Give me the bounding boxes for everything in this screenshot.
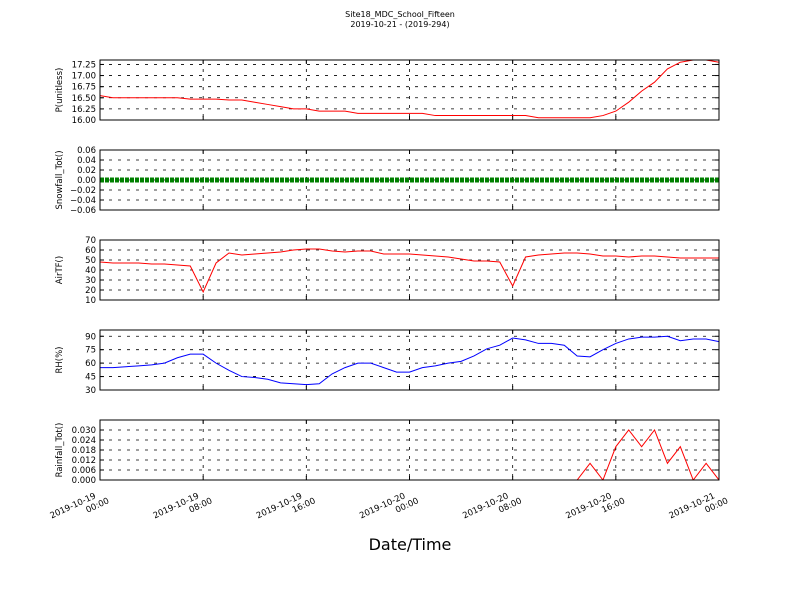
y-tick-label: 0.000 [72, 476, 96, 486]
data-line [100, 335, 719, 386]
y-tick-label: 0.06 [77, 146, 96, 156]
y-tick-label: 60 [85, 246, 96, 256]
plot-frame [99, 239, 720, 301]
y-tick-label: 30 [85, 276, 96, 286]
y-tick-label: −0.04 [70, 196, 96, 206]
x-tick-label: 2019-10-1900:00 [49, 487, 111, 530]
x-tick-label: 2019-10-1908:00 [152, 487, 214, 530]
plot-frame [99, 419, 720, 481]
x-tick-label: 2019-10-1916:00 [255, 487, 317, 530]
y-tick-label: 10 [85, 296, 96, 306]
y-tick-label: −0.02 [70, 186, 96, 196]
y-tick-label: 16.00 [72, 116, 96, 126]
title: Site18_MDC_School_Fifteen [345, 10, 455, 19]
y-tick-label: 0.018 [72, 446, 96, 456]
y-tick-label: 0.04 [77, 156, 96, 166]
y-tick-label: 75 [85, 346, 96, 356]
x-tick-label: 2019-10-2008:00 [461, 487, 523, 530]
y-tick-label: 17.25 [72, 60, 96, 70]
y-axis-label: RH(%) [55, 346, 65, 373]
y-tick-label: 45 [85, 373, 96, 383]
y-tick-label: 0.02 [77, 166, 96, 176]
plot-frame [99, 149, 720, 211]
y-tick-label: 16.50 [72, 94, 96, 104]
data-line [100, 60, 719, 119]
y-tick-label: 17.00 [72, 72, 96, 82]
y-tick-label: 0.024 [72, 436, 96, 446]
y-tick-label: 16.75 [72, 83, 96, 93]
y-tick-label: 0.006 [72, 466, 96, 476]
subtitle: 2019-10-21 - (2019-294) [350, 20, 449, 29]
y-tick-label: 16.25 [72, 105, 96, 115]
y-tick-label: 0.030 [72, 426, 96, 436]
x-tick-label: 2019-10-2000:00 [358, 487, 420, 530]
y-tick-label: 60 [85, 359, 96, 369]
data-line [100, 248, 719, 294]
y-axis-label: AirTF() [55, 256, 65, 284]
y-tick-label: 70 [85, 236, 96, 246]
data-line [100, 428, 719, 480]
y-axis-label: P(unitless) [55, 68, 65, 113]
y-tick-label: 0.012 [72, 456, 96, 466]
y-axis-label: Rainfall_Tot() [55, 423, 65, 478]
y-tick-label: 50 [85, 256, 96, 266]
y-tick-label: 40 [85, 266, 96, 276]
y-tick-label: 0.00 [77, 176, 96, 186]
y-tick-label: 30 [85, 386, 96, 396]
y-tick-label: 20 [85, 286, 96, 296]
y-tick-label: −0.06 [70, 206, 96, 216]
x-tick-label: 2019-10-2016:00 [564, 487, 626, 530]
x-tick-label: 2019-10-2100:00 [668, 487, 730, 530]
y-tick-label: 90 [85, 332, 96, 342]
x-axis-label: Date/Time [369, 535, 452, 554]
plot-frame [99, 59, 720, 121]
y-axis-label: Snowfall_Tot() [55, 150, 65, 209]
plot-frame [99, 329, 720, 391]
